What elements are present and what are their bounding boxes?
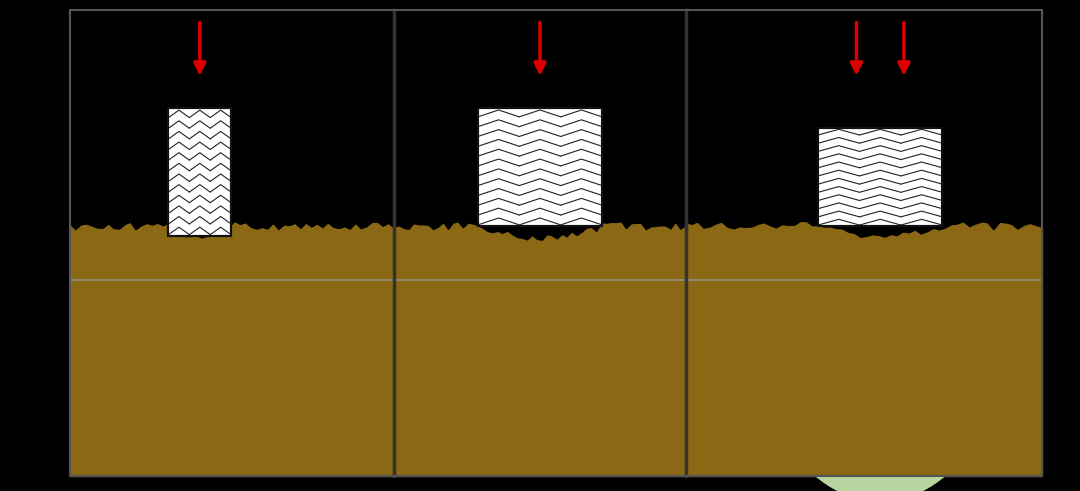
Bar — [70, 10, 1042, 476]
Bar — [70, 10, 1042, 476]
Bar — [168, 108, 231, 236]
Polygon shape — [394, 221, 686, 476]
Polygon shape — [70, 10, 394, 238]
Ellipse shape — [437, 191, 643, 368]
Ellipse shape — [495, 216, 585, 275]
Polygon shape — [394, 10, 686, 240]
Bar — [477, 108, 602, 226]
Ellipse shape — [170, 211, 230, 378]
Bar — [70, 226, 394, 476]
Polygon shape — [70, 221, 394, 476]
Bar — [477, 108, 602, 226]
Ellipse shape — [800, 196, 960, 403]
Polygon shape — [686, 10, 1042, 237]
Bar — [686, 226, 1042, 476]
Ellipse shape — [456, 201, 624, 339]
Ellipse shape — [778, 177, 983, 452]
Ellipse shape — [180, 226, 219, 324]
Ellipse shape — [822, 211, 939, 339]
Ellipse shape — [159, 187, 241, 422]
Ellipse shape — [475, 211, 605, 309]
Bar — [819, 128, 942, 226]
Bar — [819, 128, 942, 226]
Bar — [168, 108, 231, 236]
Polygon shape — [686, 221, 1042, 476]
Ellipse shape — [756, 157, 1004, 491]
Ellipse shape — [148, 167, 252, 462]
Bar — [394, 226, 686, 476]
